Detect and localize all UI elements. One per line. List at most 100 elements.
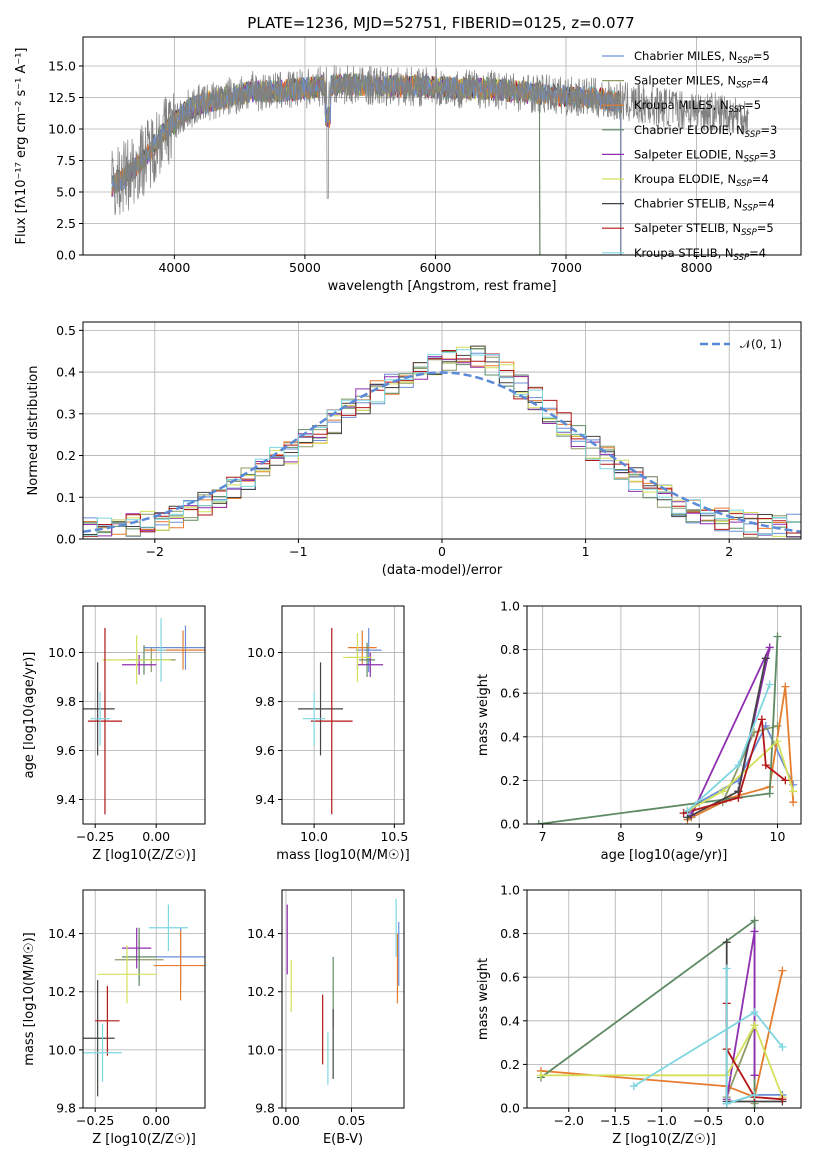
weight-marker	[789, 798, 798, 807]
y-tick-label: 12.5	[48, 90, 76, 105]
x-tick-label: −1.5	[600, 1113, 630, 1128]
x-axis-label: Z [log10(Z/Z☉)]	[92, 848, 196, 863]
y-tick-label: 9.8	[56, 694, 76, 709]
weight-marker	[761, 761, 770, 770]
y-tick-label: 5.0	[56, 184, 76, 199]
weight-marker	[781, 776, 790, 785]
observed-spectrum-line	[111, 64, 749, 216]
y-axis-label: age [log10(age/yr)]	[22, 652, 37, 779]
weight-marker	[778, 966, 787, 975]
weight-marker	[773, 737, 782, 746]
x-axis-label: age [log10(age/yr)]	[601, 848, 728, 863]
y-tick-label: 0.5	[56, 323, 76, 338]
legend-entry: Salpeter STELIB, NSSP=5	[634, 221, 774, 238]
weight-marker	[765, 789, 774, 798]
plot-frame	[526, 889, 802, 1109]
x-tick-label: −2	[146, 544, 164, 559]
plot-frame	[526, 605, 802, 825]
y-tick-label: 0.4	[56, 365, 76, 380]
legend-entry: Kroupa ELODIE, NSSP=4	[634, 172, 769, 189]
y-tick-label: 9.6	[255, 743, 275, 758]
age-vs-Z-panel: −0.25 0.00 9.4 9.6 9.8 10.0 Z [log10(Z/Z☉)] age…	[22, 605, 206, 863]
spectrum-panel: 4000 5000 6000 7000 8000 0.0 2.5 5.0 7.5 10.0 12.5…	[14, 36, 802, 294]
legend-entry: Salpeter MILES, NSSP=4	[634, 74, 769, 91]
weight-marker	[683, 806, 692, 815]
y-tick-label: 10.0	[48, 121, 76, 136]
x-tick-label: −1.0	[646, 1113, 676, 1128]
plot-frame	[281, 605, 405, 825]
weight-marker	[757, 715, 766, 724]
weight-vs-age-panel: 7 8 9 10 0.0 0.2 0.4 0.6 0.8 1.0 age [log10(age/yr…	[476, 599, 802, 863]
y-tick-label: 0.6	[500, 970, 520, 985]
weight-marker	[778, 1095, 787, 1104]
error-bars	[286, 898, 400, 1085]
tick-labels: 10.0 10.5 9.4 9.6 9.8 10.0	[247, 645, 408, 844]
y-tick-label: 9.8	[56, 1101, 76, 1116]
legend-entry: Chabrier STELIB, NSSP=4	[634, 197, 775, 214]
weight-marker	[773, 721, 782, 730]
residual-histogram	[83, 345, 801, 538]
y-tick-label: 15.0	[48, 58, 76, 73]
weight-marker	[750, 1090, 759, 1099]
y-tick-label: 0.0	[56, 532, 76, 547]
mass-vs-EBV-panel: 0.00 0.05 9.8 10.0 10.2 10.4 E(B-V)	[247, 889, 405, 1147]
x-tick-label: 8	[617, 829, 625, 844]
x-tick-label: 0	[438, 544, 446, 559]
x-tick-label: 1	[582, 544, 590, 559]
x-tick-label: −0.5	[693, 1113, 723, 1128]
x-tick-label: 4000	[158, 260, 190, 275]
weight-marker	[789, 787, 798, 796]
y-tick-label: 9.6	[56, 743, 76, 758]
weight-line	[691, 725, 778, 819]
residuals-panel: −2 −1 0 1 2 0.0 0.1 0.2 0.3 0.4 0.5 (data-model)/er…	[26, 321, 802, 578]
y-tick-label: 1.0	[500, 883, 520, 898]
y-tick-label: 10.0	[247, 645, 275, 660]
x-axis-label: E(B-V)	[323, 1132, 363, 1147]
y-tick-label: 0.0	[500, 1101, 520, 1116]
weight-line	[540, 1023, 784, 1098]
weight-marker	[629, 1082, 638, 1091]
weight-marker	[773, 632, 782, 641]
x-tick-label: 8000	[681, 260, 713, 275]
x-tick-label: 0.05	[338, 1113, 366, 1128]
y-tick-label: 9.4	[255, 792, 275, 807]
residual-histogram	[83, 349, 801, 537]
weight-marker	[765, 680, 774, 689]
x-tick-label: 6000	[420, 260, 452, 275]
weight-line	[540, 970, 784, 1099]
y-tick-label: 0.2	[500, 1057, 520, 1072]
weight-marker	[781, 682, 790, 691]
x-axis-label: Z [log10(Z/Z☉)]	[92, 1132, 196, 1147]
weight-marker	[734, 761, 743, 770]
x-tick-label: 9	[695, 829, 703, 844]
tick-labels: −0.25 0.00 9.4 9.6 9.8 10.0	[48, 645, 170, 844]
tick-labels: 4000 5000 6000 7000 8000 0.0 2.5 5.0 7.5 10.0 12.5…	[48, 58, 712, 275]
error-bars	[83, 618, 205, 815]
x-tick-label: 7000	[550, 260, 582, 275]
weight-marker	[734, 793, 743, 802]
tick-labels: −2 −1 0 1 2 0.0 0.1 0.2 0.3 0.4 0.5	[56, 323, 733, 559]
y-axis-label: mass weight	[476, 674, 491, 756]
x-axis-label: (data-model)/error	[382, 563, 503, 578]
weight-marker	[722, 938, 731, 947]
plots: 4000 5000 6000 7000 80000.02.55.07.510.012.5…	[14, 36, 802, 1147]
y-tick-label: 0.2	[56, 448, 76, 463]
y-tick-label: 10.4	[247, 926, 275, 941]
grid-lines	[83, 890, 205, 1109]
y-tick-label: 0.4	[500, 729, 520, 744]
x-tick-label: 5000	[289, 260, 321, 275]
error-bars	[298, 628, 384, 815]
y-tick-label: 10.0	[247, 1042, 275, 1057]
y-tick-label: 0.1	[56, 490, 76, 505]
plot-frame	[82, 605, 206, 825]
weight-lines	[534, 632, 798, 824]
plot-frame	[281, 889, 405, 1109]
y-tick-label: 0.4	[500, 1013, 520, 1028]
weight-marker	[750, 927, 759, 936]
tick-labels: −2.0 −1.5 −1.0 −0.5 0.0 0.0 0.2 0.4 0.6 0.8 1.0	[500, 883, 764, 1129]
x-tick-label: 10	[770, 829, 786, 844]
legend-entry: Kroupa STELIB, NSSP=4	[634, 246, 766, 263]
normal-curve	[83, 371, 801, 533]
plot-frame	[82, 36, 802, 256]
weight-marker	[765, 643, 774, 652]
